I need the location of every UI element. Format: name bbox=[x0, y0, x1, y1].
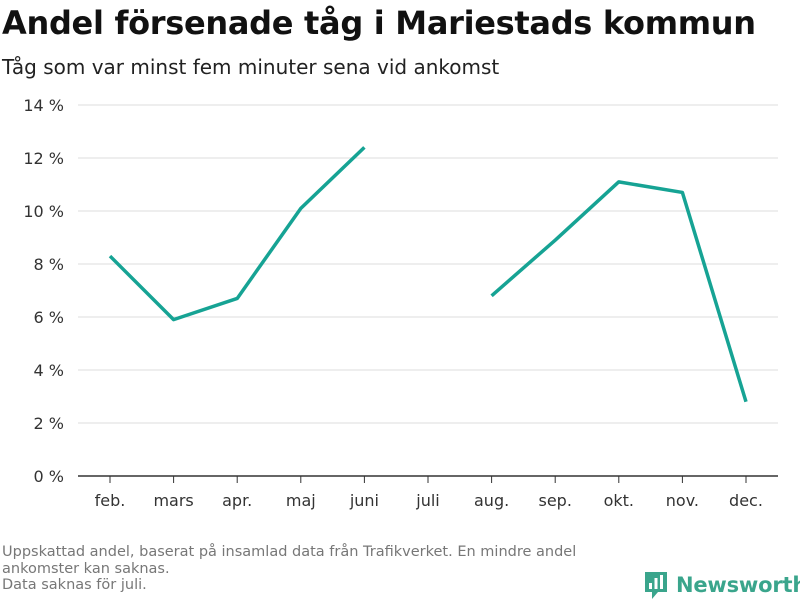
footnote-line: Uppskattad andel, baserat på insamlad da… bbox=[2, 544, 577, 560]
x-tick-label: juli bbox=[415, 491, 439, 510]
x-tick-label: apr. bbox=[222, 491, 252, 510]
x-tick-label: mars bbox=[153, 491, 193, 510]
x-tick-label: dec. bbox=[729, 491, 763, 510]
footnote-line: ankomster kan saknas. bbox=[2, 560, 170, 577]
y-tick-label: 6 % bbox=[34, 308, 64, 327]
gridlines bbox=[78, 104, 778, 477]
newsworthy-logo-icon bbox=[645, 572, 667, 599]
y-tick-label: 10 % bbox=[23, 202, 64, 221]
y-tick-label: 4 % bbox=[34, 361, 64, 380]
x-tick-label: okt. bbox=[604, 491, 634, 510]
newsworthy-brand[interactable]: Newsworthy bbox=[643, 570, 800, 600]
y-axis-ticks: 0 % 2 % 4 % 6 % 8 % 10 % 12 % 14 % bbox=[23, 96, 64, 486]
y-tick-label: 0 % bbox=[34, 467, 64, 486]
x-tick-label: maj bbox=[286, 491, 316, 510]
footnote-line: Data saknas för juli. bbox=[2, 577, 147, 593]
chart-title: Andel försenade tåg i Mariestads kommun bbox=[2, 4, 756, 42]
y-tick-label: 2 % bbox=[34, 414, 64, 433]
series-line bbox=[490, 180, 748, 403]
x-tick-label: nov. bbox=[666, 491, 699, 510]
footnote: Uppskattad andel, baserat på insamlad da… bbox=[2, 544, 642, 594]
x-axis-ticks: feb. mars apr. maj juni juli aug. sep. okt. nov. d… bbox=[95, 476, 763, 510]
data-series bbox=[108, 146, 748, 403]
x-tick-label: aug. bbox=[474, 491, 509, 510]
y-tick-label: 12 % bbox=[23, 149, 64, 168]
y-tick-label: 14 % bbox=[23, 96, 64, 115]
chart-subtitle: Tåg som var minst fem minuter sena vid a… bbox=[2, 55, 500, 79]
x-tick-label: sep. bbox=[538, 491, 571, 510]
line-chart: 0 % 2 % 4 % 6 % 8 % 10 % 12 % 14 % feb. mars apr.… bbox=[23, 96, 778, 510]
y-tick-label: 8 % bbox=[34, 255, 64, 274]
series-line bbox=[108, 146, 366, 322]
x-tick-label: feb. bbox=[95, 491, 126, 510]
x-tick-label: juni bbox=[349, 491, 379, 510]
brand-name: Newsworthy bbox=[676, 573, 800, 597]
